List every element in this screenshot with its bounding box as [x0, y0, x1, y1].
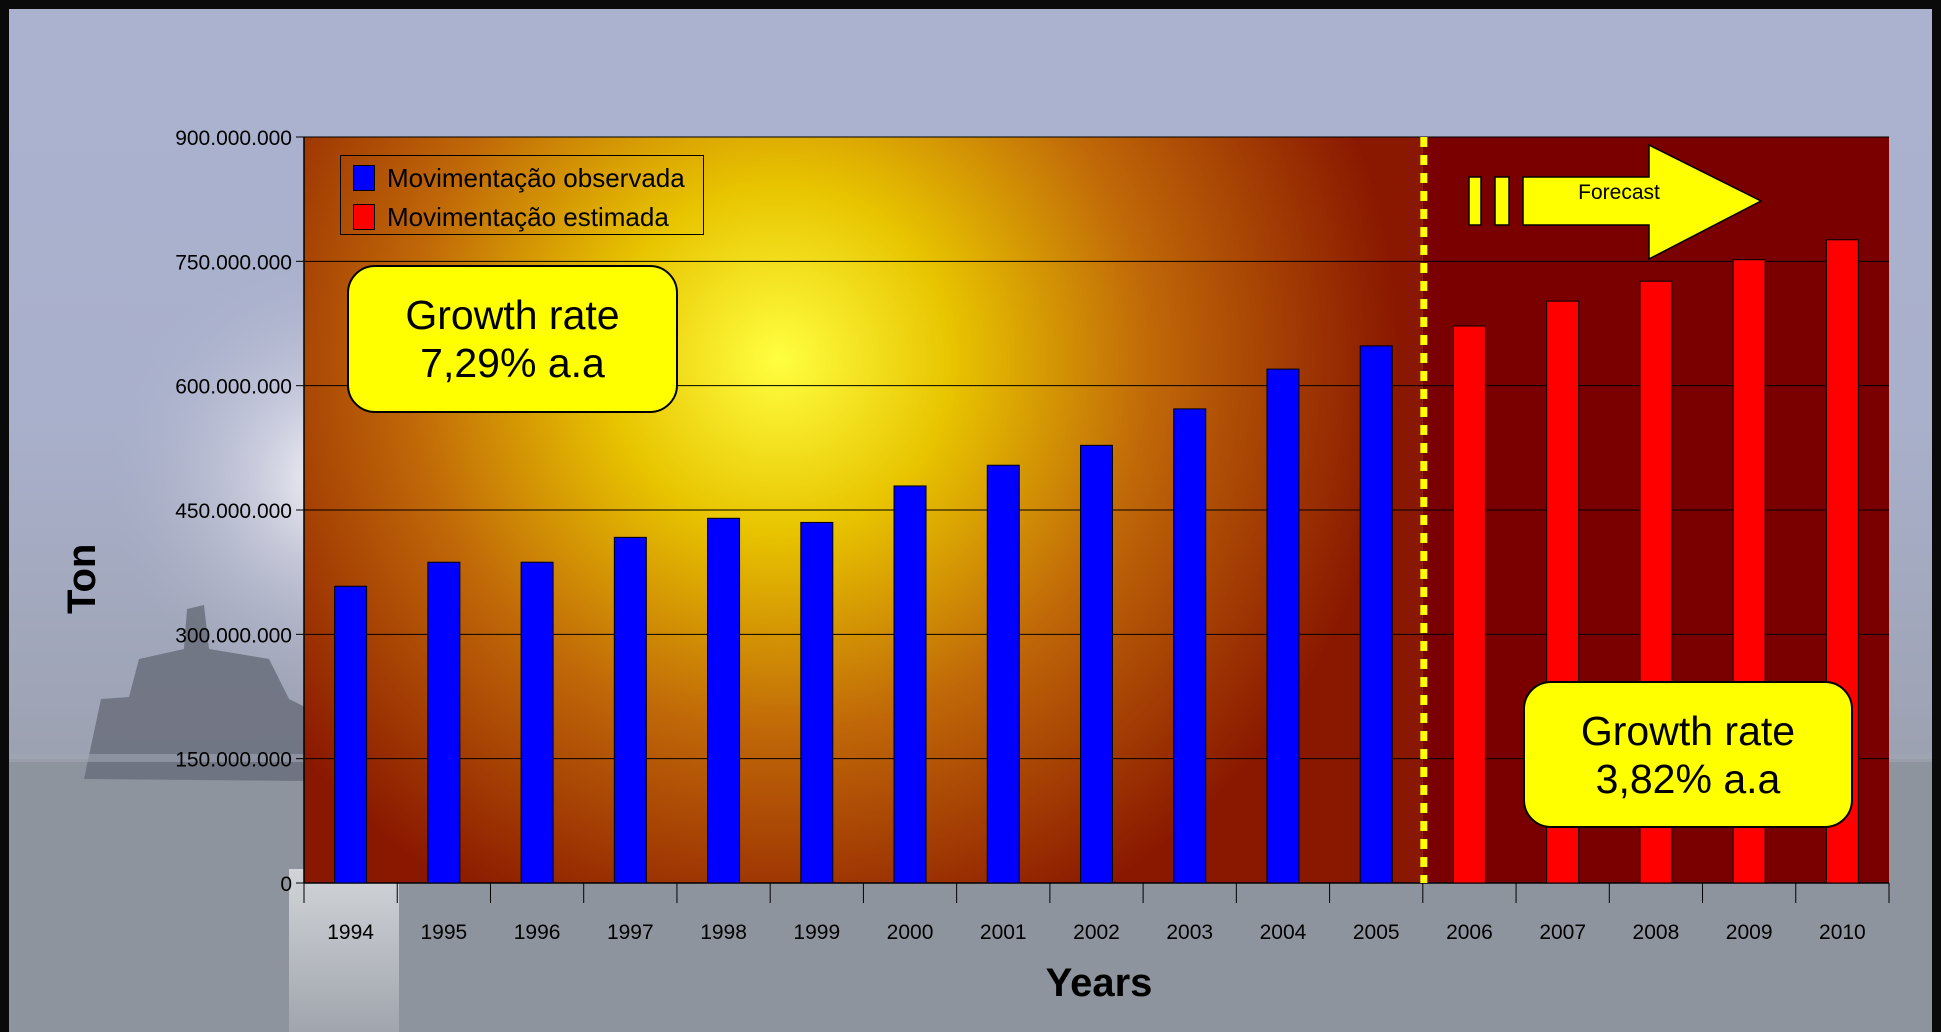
legend-swatch-estimated [353, 204, 375, 230]
x-tick-label: 1994 [327, 921, 374, 944]
bar-1999 [800, 521, 834, 884]
y-tick-label: 450.000.000 [175, 500, 292, 523]
bar-1998 [707, 517, 741, 884]
forecast-arrow-stripe-1 [1468, 176, 1482, 226]
x-tick-label: 2006 [1446, 921, 1493, 944]
y-tick-label: 300.000.000 [175, 624, 292, 647]
legend-swatch-observed [353, 165, 375, 191]
growth-rate-estimated-line-1: Growth rate [1580, 707, 1796, 754]
x-tick-label: 1998 [700, 921, 747, 944]
legend: Movimentação observada Movimentação esti… [340, 155, 704, 235]
y-tick-label: 900.000.000 [175, 127, 292, 150]
sun-reflection [289, 869, 399, 1032]
forecast-arrow [1522, 143, 1763, 261]
y-tick-label: 150.000.000 [175, 749, 292, 772]
x-tick-label: 1997 [607, 921, 654, 944]
bar-1996 [520, 561, 554, 884]
legend-label-estimated: Movimentação estimada [387, 201, 669, 232]
growth-rate-estimated-line-2: 3,82% a.a [1595, 755, 1781, 802]
bar-2001 [986, 464, 1020, 884]
x-tick-label: 2003 [1166, 921, 1213, 944]
x-tick-label: 1996 [514, 921, 561, 944]
legend-label-observed: Movimentação observada [387, 162, 685, 193]
x-tick-label: 2004 [1260, 921, 1307, 944]
legend-item-estimated: Movimentação estimada [353, 201, 669, 232]
bar-1995 [427, 561, 461, 884]
growth-rate-estimated-callout: Growth rate 3,82% a.a [1523, 681, 1853, 828]
bar-1997 [613, 536, 647, 884]
x-tick-label: 2010 [1819, 921, 1866, 944]
growth-rate-observed-line-1: Growth rate [405, 292, 620, 338]
x-tick-label: 2001 [980, 921, 1027, 944]
x-tick-label: 1995 [420, 921, 467, 944]
bar-1994 [334, 585, 368, 884]
x-tick-label: 2002 [1073, 921, 1120, 944]
x-tick-label: 2008 [1633, 921, 1680, 944]
ship-silhouette [84, 605, 309, 781]
forecast-label: Forecast [1578, 181, 1660, 204]
forecast-arrow-stripe-2 [1494, 176, 1510, 226]
x-axis-label: Years [1045, 961, 1153, 1005]
bar-2002 [1080, 444, 1113, 884]
y-tick-label: 0 [280, 873, 292, 896]
y-axis-label: Ton [60, 543, 104, 614]
x-tick-label: 2005 [1353, 921, 1400, 944]
bar-2000 [893, 485, 927, 884]
chart: 0 150.000.000 300.000.000 450.000.000 600.00… [175, 127, 1890, 944]
bar-2006 [1452, 325, 1486, 884]
x-tick-label: 2000 [887, 921, 934, 944]
y-tick-label: 600.000.000 [175, 376, 292, 399]
bar-2004 [1266, 368, 1300, 884]
growth-rate-observed-line-2: 7,29% a.a [420, 340, 605, 386]
y-tick-label: 750.000.000 [175, 251, 292, 274]
bar-2005 [1359, 345, 1393, 884]
legend-item-observed: Movimentação observada [353, 162, 685, 193]
x-tick-label: 2007 [1539, 921, 1586, 944]
x-tick-label: 2009 [1726, 921, 1773, 944]
growth-rate-observed-callout: Growth rate 7,29% a.a [347, 265, 678, 413]
bar-2003 [1173, 408, 1207, 884]
x-tick-label: 1999 [793, 921, 840, 944]
